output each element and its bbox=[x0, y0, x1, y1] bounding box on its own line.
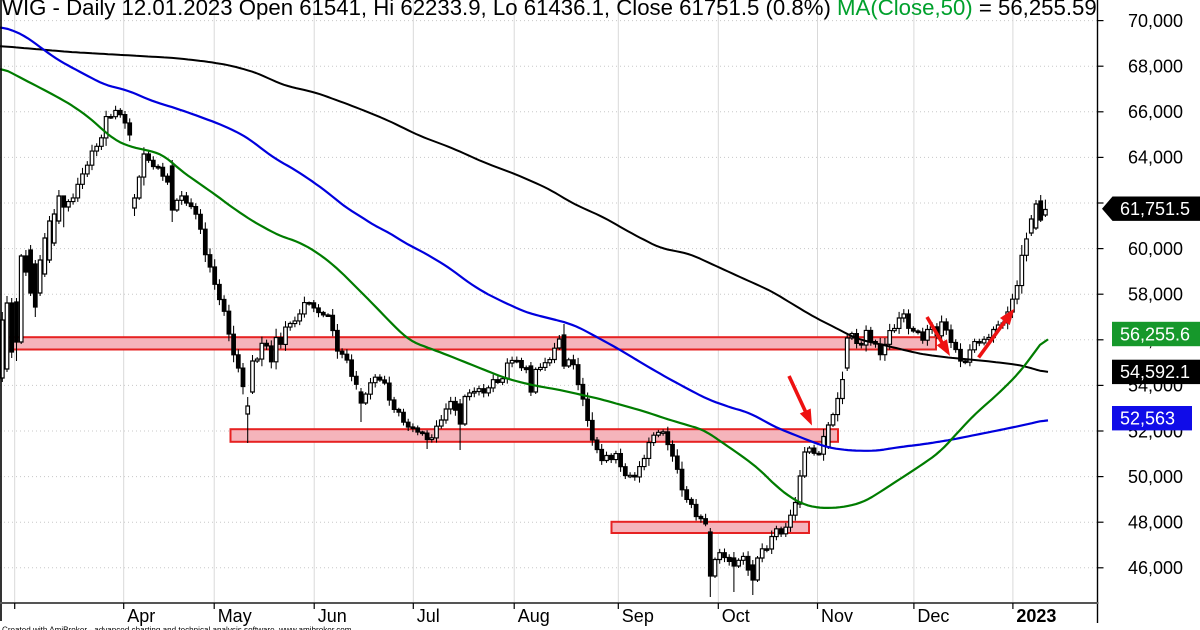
svg-text:Nov: Nov bbox=[821, 606, 853, 626]
svg-text:Jul: Jul bbox=[417, 606, 440, 626]
svg-text:Sep: Sep bbox=[622, 606, 654, 626]
svg-text:Dec: Dec bbox=[917, 606, 949, 626]
svg-text:64,000: 64,000 bbox=[1128, 148, 1183, 168]
svg-text:2023: 2023 bbox=[1016, 606, 1056, 626]
svg-text:60,000: 60,000 bbox=[1128, 239, 1183, 259]
svg-text:48,000: 48,000 bbox=[1128, 513, 1183, 533]
svg-text:Created with AmiBroker - advan: Created with AmiBroker - advanced charti… bbox=[2, 626, 352, 630]
svg-text:58,000: 58,000 bbox=[1128, 285, 1183, 305]
svg-text:68,000: 68,000 bbox=[1128, 57, 1183, 77]
svg-text:54,592.1: 54,592.1 bbox=[1120, 362, 1190, 382]
svg-text:56,255.6: 56,255.6 bbox=[1120, 324, 1190, 344]
svg-text:Oct: Oct bbox=[722, 606, 750, 626]
svg-text:Jun: Jun bbox=[318, 606, 347, 626]
svg-text:70,000: 70,000 bbox=[1128, 11, 1183, 31]
svg-text:61,751.5: 61,751.5 bbox=[1120, 199, 1190, 219]
svg-text:50,000: 50,000 bbox=[1128, 467, 1183, 487]
svg-text:Apr: Apr bbox=[127, 606, 155, 626]
svg-text:52,563: 52,563 bbox=[1120, 409, 1175, 429]
svg-text:WIG - Daily 12.01.2023 Open 61: WIG - Daily 12.01.2023 Open 61541, Hi 62… bbox=[2, 0, 1097, 20]
svg-text:Aug: Aug bbox=[518, 606, 550, 626]
svg-text:46,000: 46,000 bbox=[1128, 558, 1183, 578]
svg-text:May: May bbox=[218, 606, 252, 626]
svg-text:66,000: 66,000 bbox=[1128, 102, 1183, 122]
